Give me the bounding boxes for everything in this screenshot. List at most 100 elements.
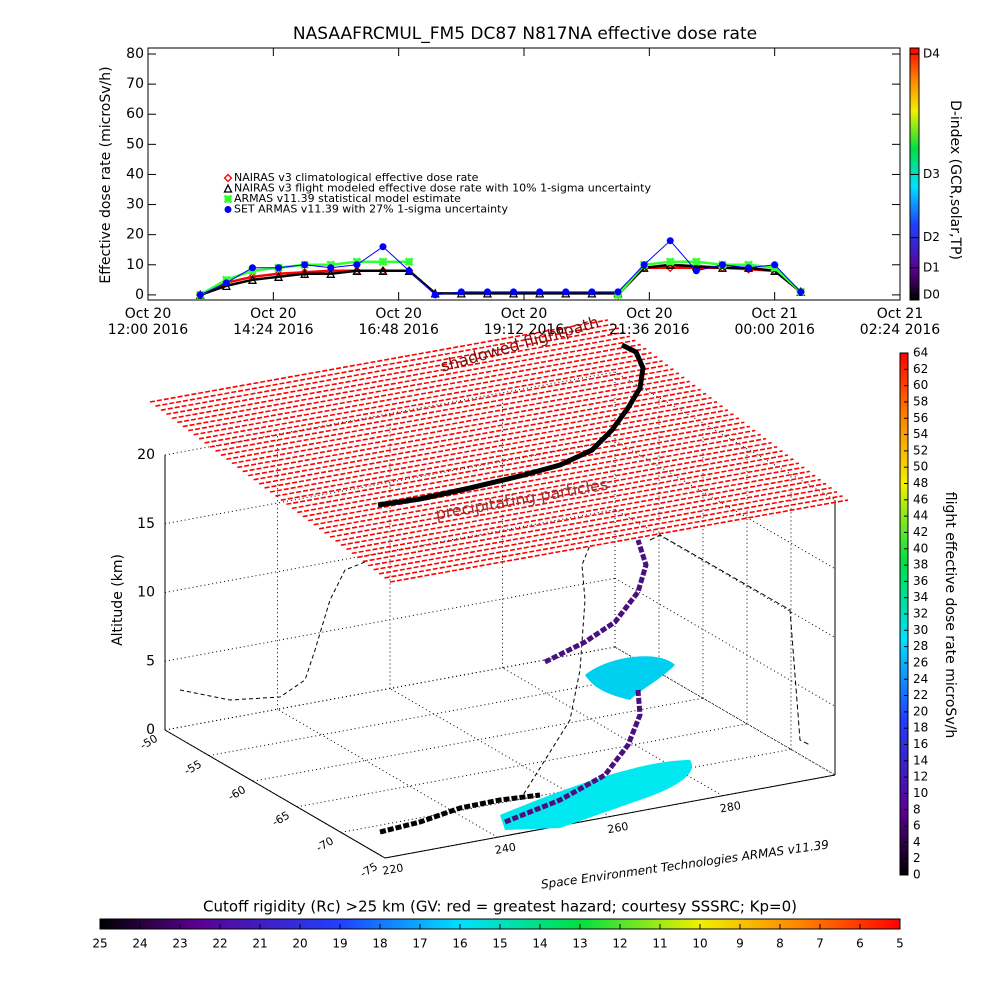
mesh-line (269, 409, 729, 493)
marker (379, 243, 387, 251)
rigidity-tick-label: 23 (172, 937, 187, 951)
mesh-line (329, 454, 789, 538)
lat-tick-label: -60 (226, 783, 248, 803)
rigidity-tick-label: 21 (252, 937, 267, 951)
chart-title: NASAAFRCMUL_FM5 DC87 N817NA effective do… (293, 24, 757, 44)
lat-tick-label: -75 (358, 860, 380, 880)
mesh-line (215, 368, 674, 452)
mesh-line (357, 474, 816, 559)
z-tick-label: 15 (137, 516, 155, 532)
mesh-line (286, 421, 745, 506)
rigidity-tick-label: 14 (532, 937, 547, 951)
mesh-line (362, 478, 821, 563)
grid-line (252, 697, 704, 782)
dose-tick-label: 4 (913, 835, 921, 849)
marker (404, 257, 414, 267)
dose-tick-label: 60 (913, 378, 928, 392)
dose-tick-label: 24 (913, 672, 928, 686)
marker (483, 288, 491, 296)
mesh-line (368, 482, 827, 567)
d-index-tick-label: D3 (923, 167, 940, 181)
dose-tick-label: 46 (913, 492, 928, 506)
mesh-line (308, 437, 767, 522)
legend-marker (224, 206, 232, 213)
marker (588, 288, 596, 296)
dose-tick-label: 12 (913, 770, 928, 784)
legend-label: NAIRAS v3 climatological effective dose … (234, 171, 479, 184)
mesh-line (204, 360, 663, 444)
mesh-line (237, 384, 696, 469)
x-tick-label: 00:00 2016 (734, 322, 815, 338)
dose-tick-label: 0 (913, 868, 921, 882)
y-tick-label: 30 (126, 197, 144, 213)
x-tick-label: 21:36 2016 (609, 322, 690, 338)
mesh-line (313, 441, 772, 526)
grid-line (164, 646, 616, 731)
dose-tick-label: 10 (913, 786, 928, 800)
marker (614, 288, 622, 296)
lat-tick-label: -70 (314, 834, 336, 854)
x-tick-label: 19:12 2016 (484, 322, 565, 338)
mesh-line (220, 372, 680, 456)
dose-tick-label: 20 (913, 704, 928, 718)
mesh-line (351, 470, 810, 555)
grid-line (614, 577, 836, 707)
rigidity-tick-label: 11 (652, 937, 667, 951)
grid-line (296, 723, 748, 808)
annotation: Space Environment Technologies ARMAS v11… (540, 837, 830, 891)
marker (378, 265, 388, 275)
mesh-line (275, 413, 734, 497)
dose-colorbar-label: flight effective dose rate microSv/h (942, 492, 958, 738)
mesh-line (318, 446, 778, 530)
d-index-label: D-index (GCR,solar,TP) (947, 100, 963, 260)
z-tick-label: 0 (146, 722, 155, 738)
rigidity-tick-label: 15 (492, 937, 507, 951)
dose-tick-label: 6 (913, 819, 921, 833)
dose-tick-label: 64 (913, 346, 928, 360)
mesh-line (253, 396, 712, 481)
y-tick-label: 40 (126, 166, 144, 182)
dose-tick-label: 52 (913, 443, 928, 457)
dose-tick-label: 56 (913, 411, 928, 425)
mesh-line (188, 347, 647, 432)
mesh-line (335, 458, 794, 542)
x-tick-label: Oct 20 (626, 306, 672, 322)
marker (274, 271, 284, 281)
y-axis-label: Effective dose rate (microSv/h) (98, 66, 114, 283)
d-index-tick-label: D4 (923, 47, 940, 61)
x-tick-label: 12:00 2016 (108, 322, 189, 338)
axis-edge (164, 729, 386, 859)
rigidity-tick-label: 22 (212, 937, 227, 951)
dose-tick-label: 58 (913, 394, 928, 408)
marker (666, 237, 674, 245)
marker (536, 288, 544, 296)
mesh-line (248, 392, 707, 477)
marker (247, 274, 257, 284)
x-tick-label: Oct 21 (751, 306, 797, 322)
dose-tick-label: 14 (913, 753, 928, 767)
mesh-line (340, 462, 800, 546)
legend-label: NAIRAS v3 flight modeled effective dose … (234, 182, 651, 195)
mesh-line (231, 380, 690, 465)
z-tick-label: 20 (137, 447, 155, 463)
legend-marker (223, 194, 233, 204)
rigidity-tick-label: 18 (372, 937, 387, 951)
legend-label: ARMAS v11.39 statistical model estimate (234, 192, 461, 205)
legend-marker (223, 173, 233, 183)
y-tick-label: 50 (126, 136, 144, 152)
axis-edge (384, 774, 836, 859)
dose-tick-label: 36 (913, 574, 928, 588)
lon-tick-label: 240 (494, 841, 517, 857)
x-tick-label: Oct 20 (125, 306, 171, 322)
rigidity-tick-label: 6 (856, 937, 864, 951)
grid-line (277, 708, 498, 838)
mesh-line (297, 429, 756, 514)
mesh-line (378, 491, 838, 575)
d-index-tick-label: D0 (923, 287, 940, 301)
rigidity-mesh (149, 319, 849, 583)
marker (405, 267, 413, 275)
rigidity-tick-label: 7 (816, 937, 824, 951)
rigidity-colorbar-label: Cutoff rigidity (Rc) >25 km (GV: red = g… (203, 898, 797, 916)
rigidity-tick-label: 8 (776, 937, 784, 951)
